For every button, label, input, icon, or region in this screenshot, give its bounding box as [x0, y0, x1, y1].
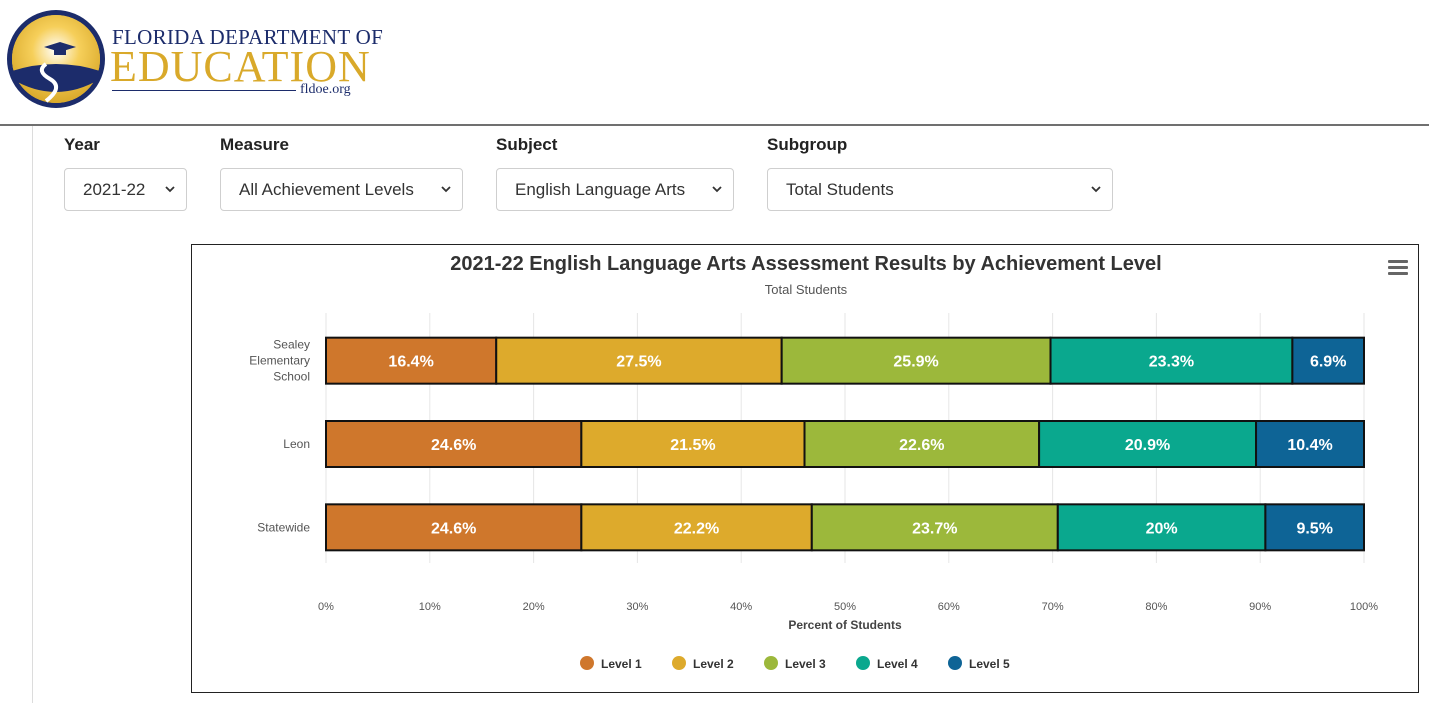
- year-label: Year: [64, 135, 100, 154]
- measure-select-value: All Achievement Levels: [239, 180, 414, 199]
- chevron-down-icon: [165, 186, 175, 193]
- x-tick-label: 100%: [1350, 601, 1378, 613]
- bar-segment: [780, 336, 1052, 385]
- subject-select-value: English Language Arts: [515, 180, 686, 199]
- x-tick-label: 0%: [318, 601, 334, 613]
- x-tick-label: 90%: [1249, 601, 1271, 613]
- subject-filter: Subject English Language Arts: [496, 134, 734, 211]
- bar-data-label: 20.9%: [1125, 437, 1170, 454]
- x-tick-label: 10%: [419, 601, 441, 613]
- measure-label: Measure: [220, 135, 289, 154]
- bar-segment: [325, 336, 498, 385]
- legend-marker: [580, 656, 594, 670]
- x-tick-label: 30%: [626, 601, 648, 613]
- bar-data-label: 16.4%: [388, 354, 433, 371]
- stacked-bar-chart: 0% 10% 20% 30% 40% 50% 60% 70% 80% 90% 100% Percent…: [249, 313, 1378, 671]
- year-select-value: 2021-22: [83, 180, 146, 199]
- legend-label: Level 4: [877, 657, 918, 671]
- bar-data-label: 10.4%: [1287, 437, 1332, 454]
- legend-label: Level 3: [785, 657, 826, 671]
- chevron-down-icon: [1091, 186, 1101, 193]
- bar-data-label: 21.5%: [670, 437, 715, 454]
- bar-data-label: 23.3%: [1149, 354, 1194, 371]
- subject-select[interactable]: English Language Arts: [496, 168, 734, 211]
- subgroup-select-value: Total Students: [786, 180, 894, 199]
- legend-label: Level 2: [693, 657, 734, 671]
- subject-label: Subject: [496, 135, 558, 154]
- logo-text-main: EDUCATION: [110, 42, 371, 91]
- legend-marker: [856, 656, 870, 670]
- x-tick-label: 60%: [938, 601, 960, 613]
- x-tick-label: 50%: [834, 601, 856, 613]
- bar-segment: [580, 420, 806, 468]
- subgroup-label: Subgroup: [767, 135, 848, 154]
- subgroup-select[interactable]: Total Students: [767, 168, 1113, 211]
- legend-marker: [672, 656, 686, 670]
- bar-segment: [580, 503, 813, 552]
- year-select[interactable]: 2021-22: [64, 168, 187, 211]
- logo-seal-icon: [7, 10, 105, 108]
- chart-subtitle: Total Students: [764, 282, 848, 297]
- bar-segment: [1056, 503, 1267, 552]
- measure-select[interactable]: All Achievement Levels: [220, 168, 463, 211]
- bar-data-label: 9.5%: [1296, 520, 1332, 537]
- bar-data-label: 24.6%: [431, 520, 476, 537]
- bar-data-label: 22.2%: [674, 520, 719, 537]
- bar-data-label: 27.5%: [616, 354, 661, 371]
- bar-segment: [495, 336, 783, 385]
- left-divider: [32, 126, 33, 703]
- bar-data-label: 25.9%: [893, 354, 938, 371]
- chevron-down-icon: [441, 186, 451, 193]
- x-tick-label: 70%: [1042, 601, 1064, 613]
- chevron-down-icon: [712, 186, 722, 193]
- site-header: FLORIDA DEPARTMENT OF EDUCATION fldoe.or…: [0, 0, 1429, 126]
- legend-label: Level 5: [969, 657, 1010, 671]
- x-tick-label: 20%: [523, 601, 545, 613]
- bar-segment: [810, 503, 1059, 552]
- logo-divider: [112, 90, 296, 91]
- chart-title: 2021-22 English Language Arts Assessment…: [450, 253, 1162, 275]
- bar-data-label: 23.7%: [912, 520, 957, 537]
- bar-segment: [1038, 420, 1258, 468]
- bar-segment: [1255, 420, 1365, 468]
- chart-container: 2021-22 English Language Arts Assessment…: [191, 244, 1419, 693]
- year-filter: Year 2021-22: [64, 134, 187, 211]
- x-tick-label: 40%: [730, 601, 752, 613]
- fldoe-logo[interactable]: FLORIDA DEPARTMENT OF EDUCATION fldoe.or…: [6, 9, 383, 111]
- logo-text-top: FLORIDA DEPARTMENT OF: [112, 25, 384, 49]
- bar-segment: [1049, 336, 1294, 385]
- bar-data-label: 20%: [1146, 520, 1178, 537]
- hamburger-menu-icon[interactable]: [1388, 260, 1408, 276]
- legend-marker: [948, 656, 962, 670]
- bar-segment: [1291, 336, 1366, 385]
- logo-url: fldoe.org: [300, 82, 351, 97]
- y-category-label: School: [273, 370, 310, 384]
- measure-filter: Measure All Achievement Levels: [220, 134, 463, 211]
- bar-segment: [325, 420, 583, 468]
- legend-marker: [764, 656, 778, 670]
- y-category-label: Elementary: [249, 354, 310, 368]
- legend-label: Level 1: [601, 657, 642, 671]
- subgroup-filter: Subgroup Total Students: [767, 134, 1113, 211]
- y-category-label: Sealey: [273, 338, 310, 352]
- y-category-label: Statewide: [257, 520, 310, 534]
- x-tick-label: 80%: [1145, 601, 1167, 613]
- bar-data-label: 6.9%: [1310, 354, 1346, 371]
- bar-segment: [325, 503, 583, 552]
- x-axis-label: Percent of Students: [788, 618, 902, 632]
- bar-segment: [1264, 503, 1366, 552]
- y-category-label: Leon: [283, 437, 310, 451]
- bar-data-label: 24.6%: [431, 437, 476, 454]
- bar-data-label: 22.6%: [899, 437, 944, 454]
